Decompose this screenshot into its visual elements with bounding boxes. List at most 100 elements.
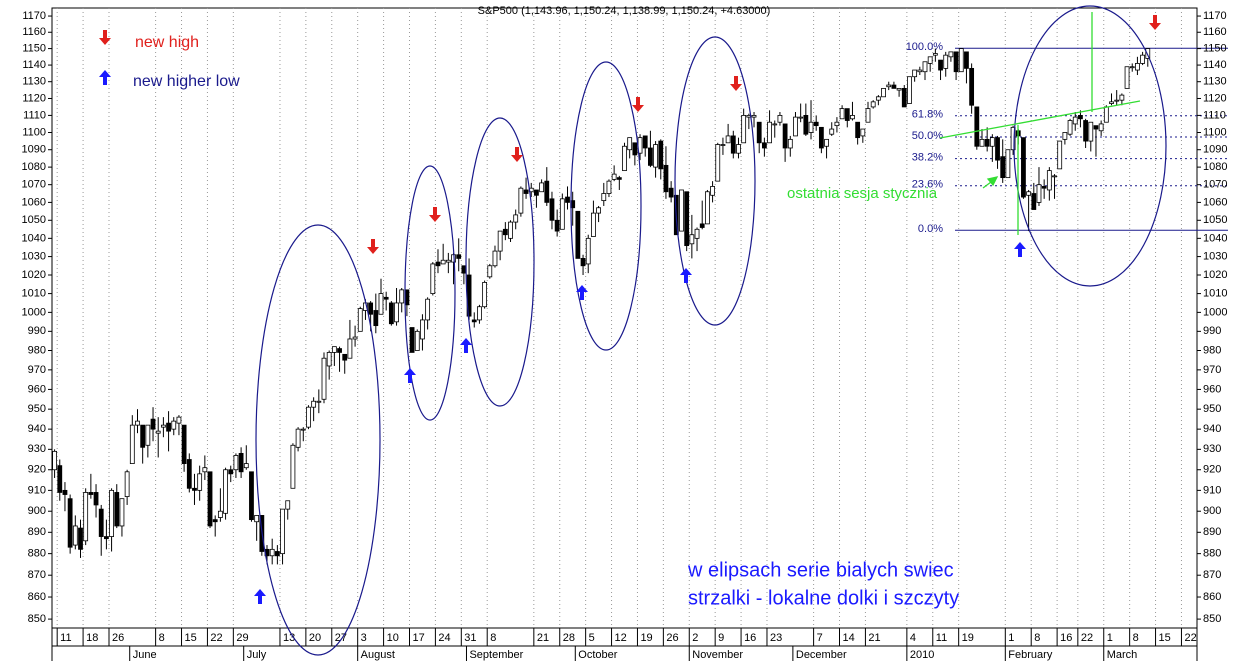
month-label: 2010 [910,649,934,661]
candle-body [192,487,197,491]
candle-body [948,51,954,58]
ellipse [570,61,642,351]
month-label: November [692,649,743,661]
y-tick-label: 920 [28,464,46,476]
candle-body [964,51,969,69]
x-tick-label: 31 [464,632,476,644]
candle-body [580,258,586,267]
x-tick-label: 18 [86,632,98,644]
candle-body [989,137,995,147]
fib-label: 23.6% [912,179,943,191]
candle-body [834,121,840,127]
candle-body [616,177,622,180]
y-tick-label: 910 [28,484,46,496]
month-label: February [1008,649,1053,661]
y-tick-label: 1060 [22,196,46,208]
candle-body [1135,63,1140,71]
y-tick-label: 1050 [22,214,46,226]
candle-body [1145,48,1151,59]
y-tick-label: 1160 [22,26,46,38]
candle-body [1119,94,1125,101]
candle-body [953,51,959,73]
candle-body [715,144,721,182]
candle-body [285,500,291,510]
legend-low: new higher low [133,73,240,90]
candle-body [487,265,493,278]
y-tick-label: 1010 [1203,287,1227,299]
candle-body [824,138,829,147]
x-tick-label: 19 [962,632,974,644]
candle-body [394,302,399,323]
candle-body [352,336,358,340]
candle-body [254,515,260,523]
candle-body [145,424,151,446]
y-tick-label: 1070 [22,179,46,191]
candle-body [140,424,146,448]
candle-body [710,186,715,196]
month-label: December [796,649,847,661]
y-tick-label: 850 [28,613,46,625]
y-tick-label: 1160 [1203,26,1227,38]
y-tick-label: 1170 [22,10,46,22]
candle-body [1088,121,1094,142]
y-tick-label: 1140 [22,59,46,71]
candle-body [622,145,627,172]
candle-body [300,428,306,431]
candle-body [249,471,254,521]
candle-body [627,137,633,151]
candle-body [409,327,415,353]
candle-body [736,144,741,154]
x-tick-label: 24 [438,632,450,644]
x-tick-label: 8 [1034,632,1040,644]
candle-body [274,551,280,557]
candle-body [554,219,560,232]
candle-body [694,228,700,239]
candle-body [207,471,213,527]
candle-body [378,293,384,315]
candle-body [228,469,234,475]
ellipse [674,36,756,326]
candle-body [1057,140,1063,170]
candle-body [865,108,871,123]
candle-body [243,463,249,469]
x-tick-label: 23 [770,632,782,644]
candle-body [461,265,467,274]
candle-body [93,492,99,506]
month-label: August [361,649,395,661]
candle-body [756,121,762,144]
candle-body [642,135,648,149]
candle-body [689,234,695,245]
y-tick-label: 930 [1203,443,1221,455]
candle-body [1026,191,1032,196]
candle-body [850,115,855,120]
x-tick-label: 4 [910,632,916,644]
trendlines [939,12,1141,235]
candle-body [1005,149,1011,179]
y-tick-label: 890 [28,526,46,538]
candle-body [83,492,89,542]
annotation-last-session: ostatnia sesja stycznia [787,185,938,202]
fib-label: 50.0% [912,130,943,142]
note: strzalki - lokalne dolki i szczyty [688,587,959,609]
candle-body [171,420,177,430]
candle-body [896,87,902,91]
y-tick-label: 900 [1203,505,1221,517]
candle-body [306,406,311,428]
candle-body [373,310,379,327]
y-tick-label: 870 [28,569,46,581]
legend-high: new high [135,34,199,51]
y-tick-label: 1140 [1203,59,1227,71]
y-tick-label: 880 [1203,548,1221,560]
candle-body [368,302,374,315]
candle-body [186,459,192,489]
candle-body [1140,54,1145,64]
candle-body [803,115,809,135]
candle-body [720,144,726,146]
y-tick-label: 1100 [1203,126,1227,138]
y-tick-label: 1030 [22,250,46,262]
candle-body [730,135,736,154]
x-tick-label: 11 [60,632,71,644]
candle-body [440,259,446,265]
candle-body [684,191,690,247]
